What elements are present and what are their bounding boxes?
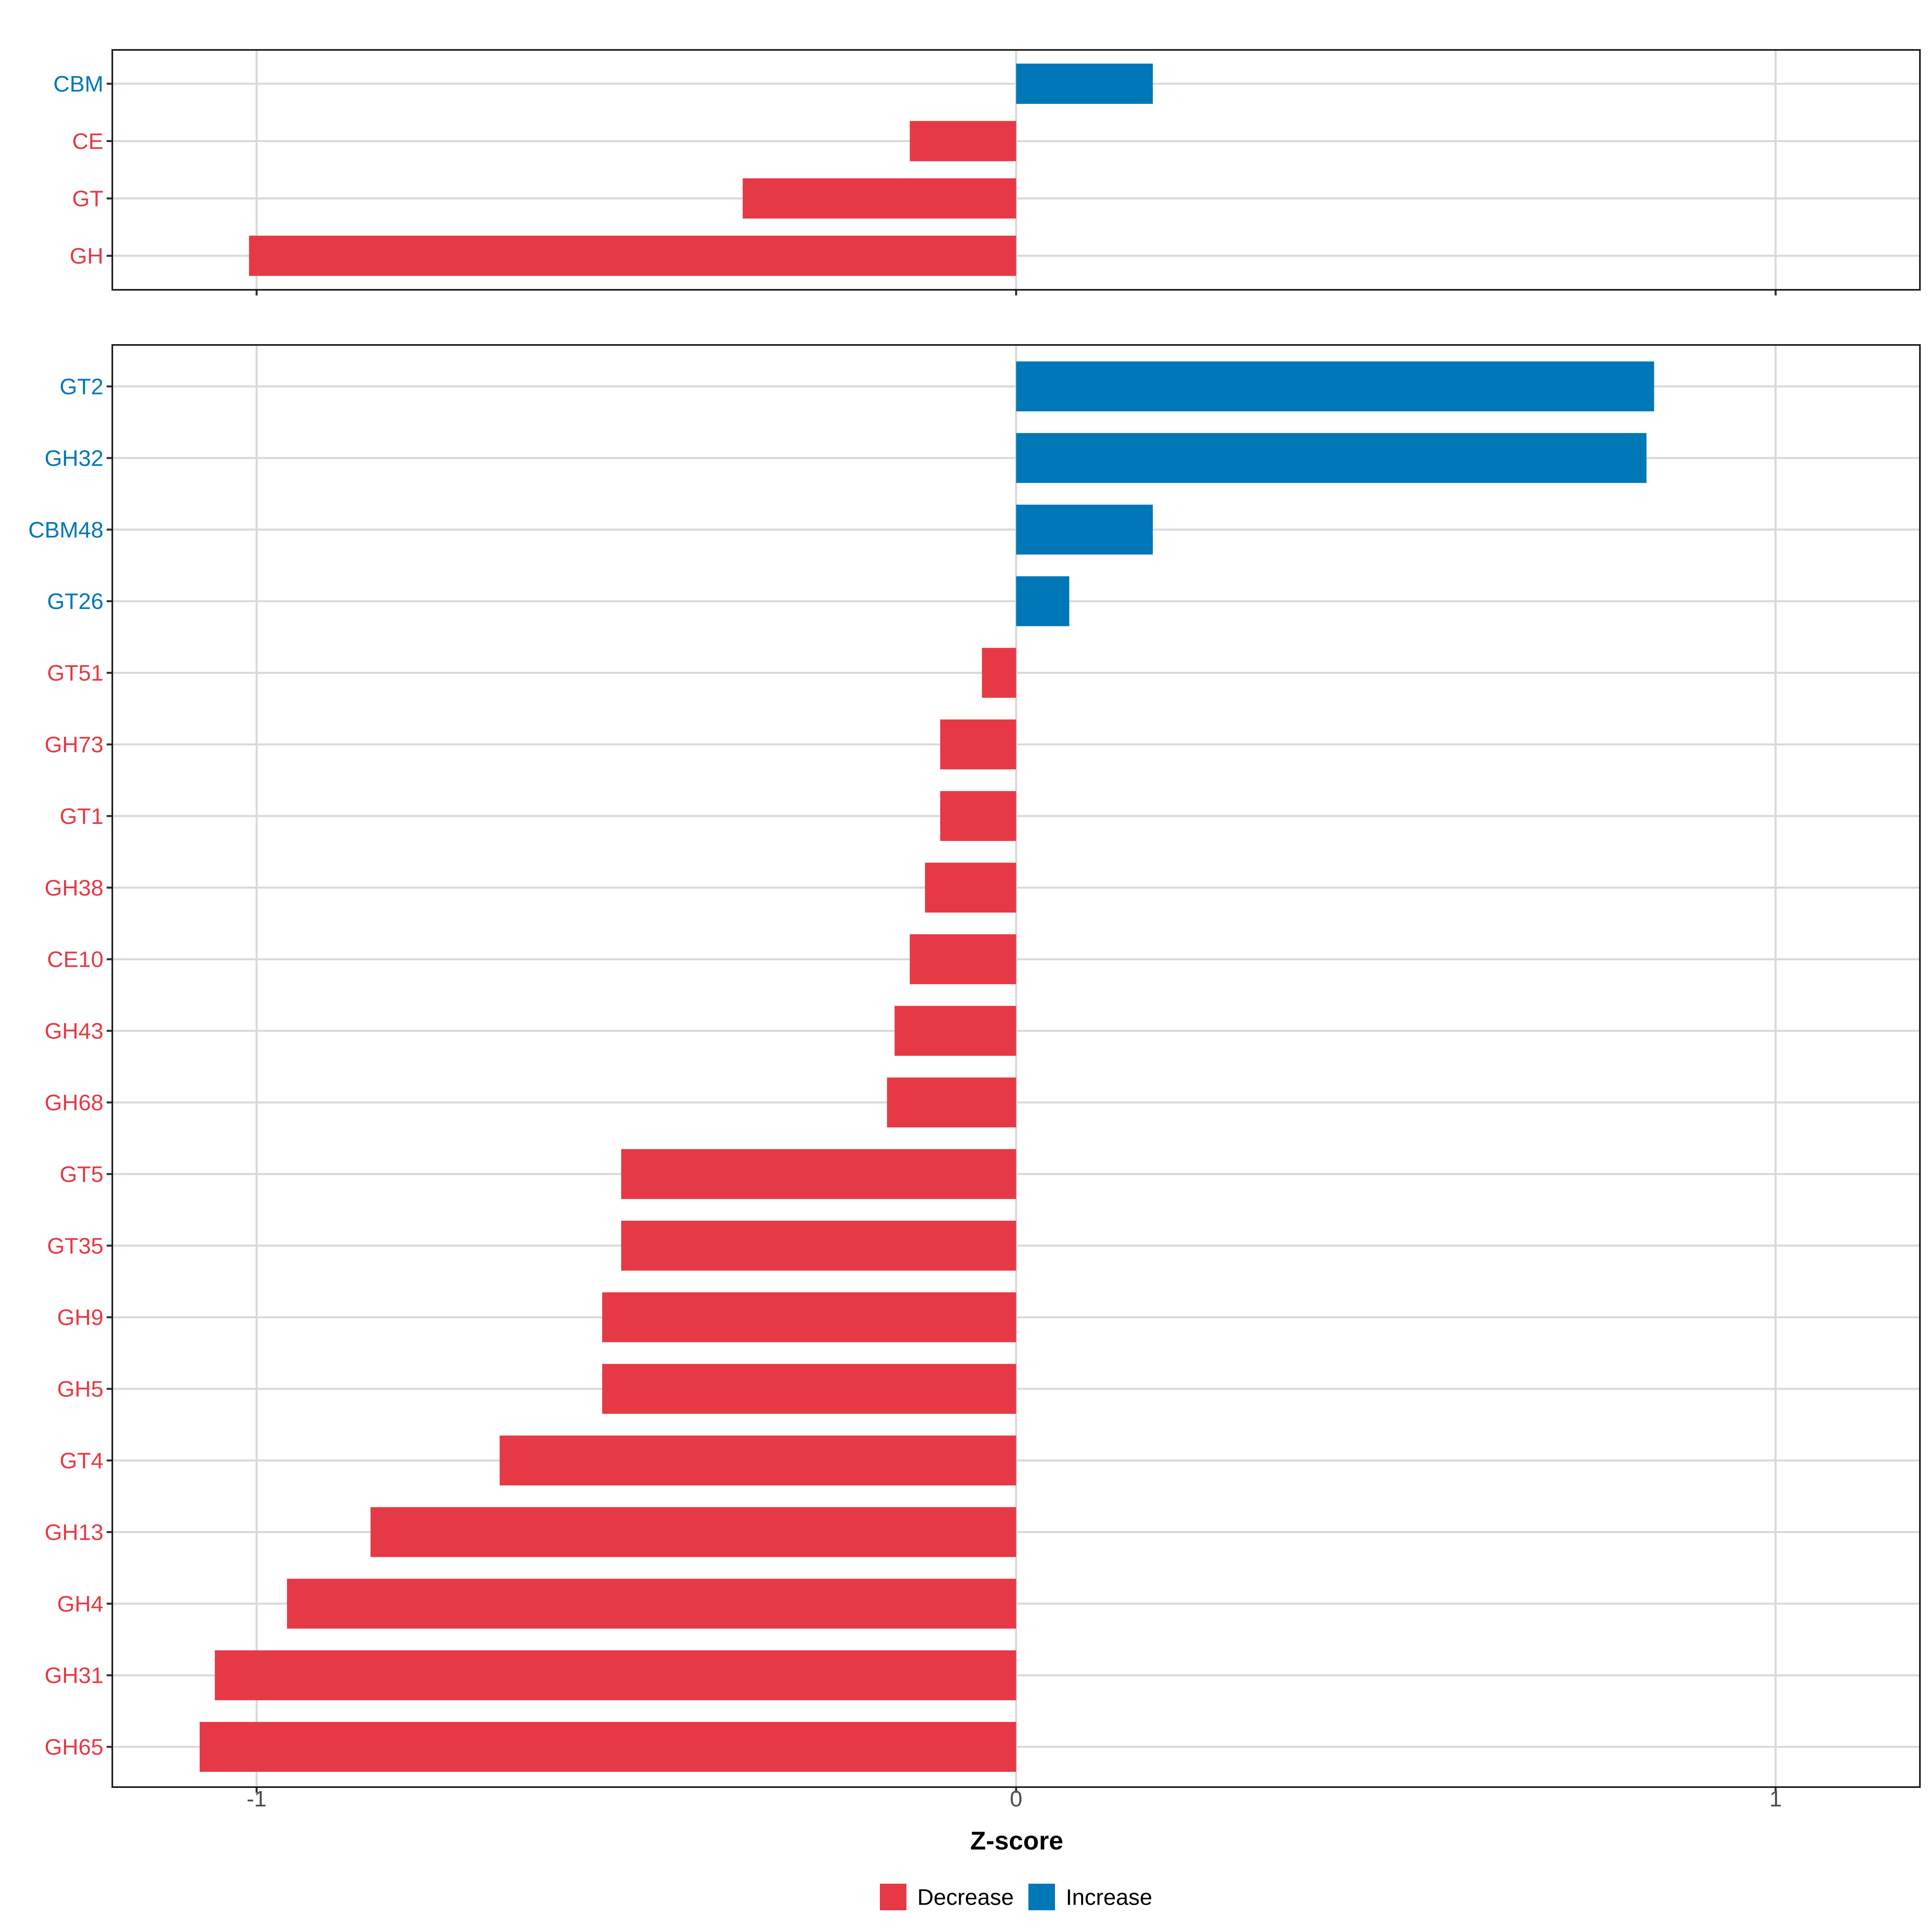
bar-gh13 xyxy=(370,1507,1016,1557)
bottom-panel: GT2 GH32 CBM48 GT26 GT51 GH73 GT1 GH38 CE10 GH43 G… xyxy=(28,344,1921,1793)
category-label-cbm: CBM xyxy=(54,71,103,97)
category-label-gh9: GH9 xyxy=(57,1305,103,1330)
category-label-gh5: GH5 xyxy=(57,1376,103,1402)
panel-border xyxy=(111,344,1921,1788)
bar-ce xyxy=(910,121,1016,161)
bar-gh32 xyxy=(1016,433,1647,483)
category-label-gh13: GH13 xyxy=(45,1519,103,1545)
category-label-ce10: CE10 xyxy=(47,947,103,972)
bar-gh4 xyxy=(287,1579,1016,1629)
x-tick-label: -1 xyxy=(247,1786,267,1811)
category-label-gt: GT xyxy=(72,186,103,211)
category-label-gh65: GH65 xyxy=(45,1734,103,1760)
category-label-gh38: GH38 xyxy=(45,875,103,900)
bar-ce10 xyxy=(910,934,1016,985)
top-panel: CBM CE GT GH xyxy=(54,49,1921,295)
x-axis-title: Z-score xyxy=(970,1826,1063,1855)
category-label-gh73: GH73 xyxy=(45,732,103,757)
bar-gh9 xyxy=(602,1292,1016,1342)
category-label-gt2: GT2 xyxy=(60,374,103,399)
category-label-cbm48: CBM48 xyxy=(28,517,103,542)
bar-gt1 xyxy=(940,791,1016,841)
bar-gt35 xyxy=(621,1220,1016,1271)
category-label-gh68: GH68 xyxy=(45,1090,103,1115)
category-label-gt5: GT5 xyxy=(60,1161,103,1187)
bar-gt5 xyxy=(621,1149,1016,1199)
category-label-gh32: GH32 xyxy=(45,445,103,471)
category-label-gt26: GT26 xyxy=(47,588,103,614)
bar-gh68 xyxy=(887,1077,1016,1127)
x-tick-label: 0 xyxy=(1010,1786,1022,1811)
x-tick-label: 1 xyxy=(1769,1786,1782,1811)
panel-border xyxy=(111,49,1921,291)
category-label-gh43: GH43 xyxy=(45,1018,103,1044)
bar-cbm xyxy=(1016,64,1153,104)
category-label-gh4: GH4 xyxy=(57,1591,103,1616)
bar-gh31 xyxy=(215,1650,1016,1701)
legend-label-increase: Increase xyxy=(1066,1885,1152,1910)
category-label-gt1: GT1 xyxy=(60,803,103,829)
bar-gt2 xyxy=(1016,361,1654,411)
category-label-gh31: GH31 xyxy=(45,1663,103,1688)
category-label-gt35: GT35 xyxy=(47,1233,103,1258)
legend: Decrease Increase xyxy=(880,1884,1152,1910)
category-label-ce: CE xyxy=(72,128,103,154)
bar-cbm48 xyxy=(1016,504,1153,555)
bar-gh65 xyxy=(200,1722,1016,1772)
bar-gt26 xyxy=(1016,576,1069,626)
bar-gt xyxy=(743,178,1016,219)
category-label-gt51: GT51 xyxy=(47,660,103,685)
bar-gh38 xyxy=(925,863,1016,913)
bar-gh xyxy=(249,235,1016,276)
bar-gt51 xyxy=(982,648,1016,698)
legend-label-decrease: Decrease xyxy=(917,1885,1014,1910)
bar-gh73 xyxy=(940,719,1016,770)
bar-gh5 xyxy=(602,1364,1016,1414)
category-label-gt4: GT4 xyxy=(60,1448,103,1473)
category-label-gh: GH xyxy=(70,243,103,268)
legend-swatch-increase xyxy=(1028,1884,1055,1910)
bar-gh43 xyxy=(894,1006,1016,1056)
bar-gt4 xyxy=(500,1435,1016,1486)
x-axis: -1 0 1 xyxy=(247,1786,1782,1811)
legend-swatch-decrease xyxy=(880,1884,906,1910)
